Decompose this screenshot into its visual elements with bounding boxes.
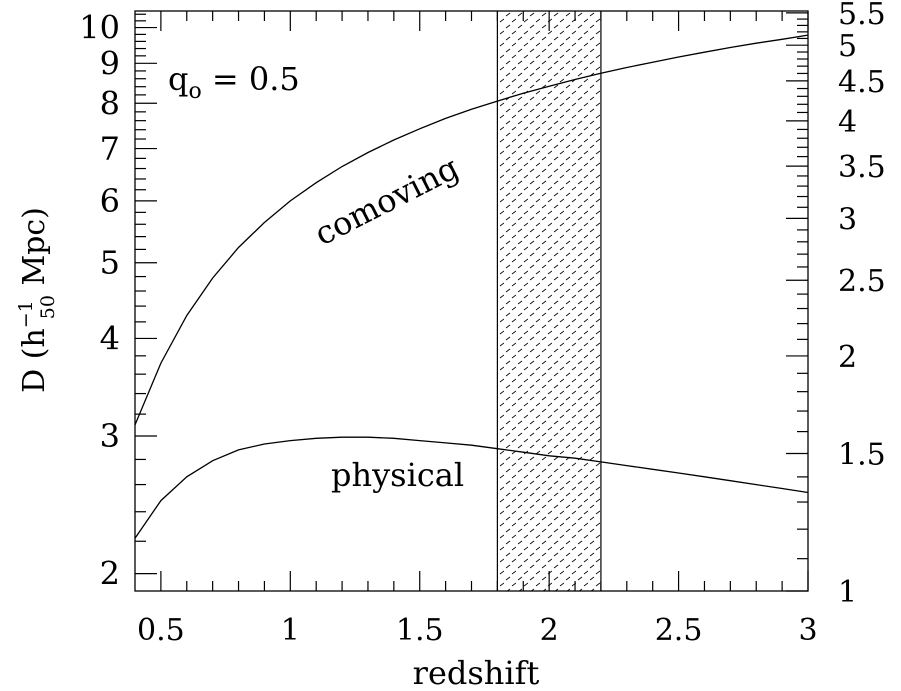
y-axis-label-suffix: Mpc) [17, 207, 52, 295]
y-tick-label: 2 [100, 555, 120, 593]
y-axis-label-superscript: −1 [15, 300, 37, 328]
x-tick-label: 2 [540, 613, 559, 648]
y-axis-label-subscript: 50 [37, 295, 59, 319]
x-tick-label: 0.5 [137, 613, 185, 648]
shaded-band [497, 11, 601, 591]
plot-frame [134, 10, 809, 592]
annotation-main: q [168, 60, 188, 98]
svg-text:D (h−150 Mpc): D (h−150 Mpc) [15, 207, 59, 393]
series-label-comoving: comoving [308, 148, 464, 253]
right-y-tick-label: 2.5 [838, 264, 886, 299]
annotation-rest: = 0.5 [202, 60, 300, 98]
series-label-physical: physical [331, 456, 464, 494]
right-y-tick-label: 2 [838, 340, 857, 375]
parameter-annotation: qo = 0.5 [168, 60, 300, 104]
y-tick-label: 4 [100, 319, 120, 357]
right-y-tick-label: 1 [838, 575, 857, 610]
right-y-tick-label: 3 [838, 202, 857, 237]
y-tick-label: 6 [100, 182, 120, 220]
y-axis-label: D (h−150 Mpc) [15, 207, 59, 393]
x-tick-label: 1.5 [396, 613, 444, 648]
right-y-tick-label: 5 [838, 29, 857, 64]
right-y-tick-label: 4 [838, 105, 857, 140]
y-tick-label: 3 [100, 417, 120, 455]
y-tick-label: 10 [79, 9, 120, 47]
right-y-tick-label: 1.5 [838, 437, 886, 472]
y-tick-label: 8 [100, 84, 120, 122]
y-axis-label-prefix: D (h [17, 328, 52, 393]
y-tick-label: 5 [100, 244, 120, 282]
y-tick-label: 7 [100, 130, 120, 168]
series-line-comoving [134, 34, 809, 426]
right-y-tick-label: 3.5 [838, 150, 886, 185]
series-line-physical [134, 436, 809, 539]
y-tick-label: 9 [100, 44, 120, 82]
right-y-tick-label: 4.5 [838, 65, 886, 100]
x-tick-label: 1 [281, 613, 300, 648]
right-y-tick-label: 5.5 [838, 0, 886, 32]
x-tick-label: 3 [798, 613, 817, 648]
annotation-subscript: o [188, 79, 201, 104]
x-axis-label: redshift [413, 654, 540, 691]
x-tick-label: 2.5 [655, 613, 703, 648]
